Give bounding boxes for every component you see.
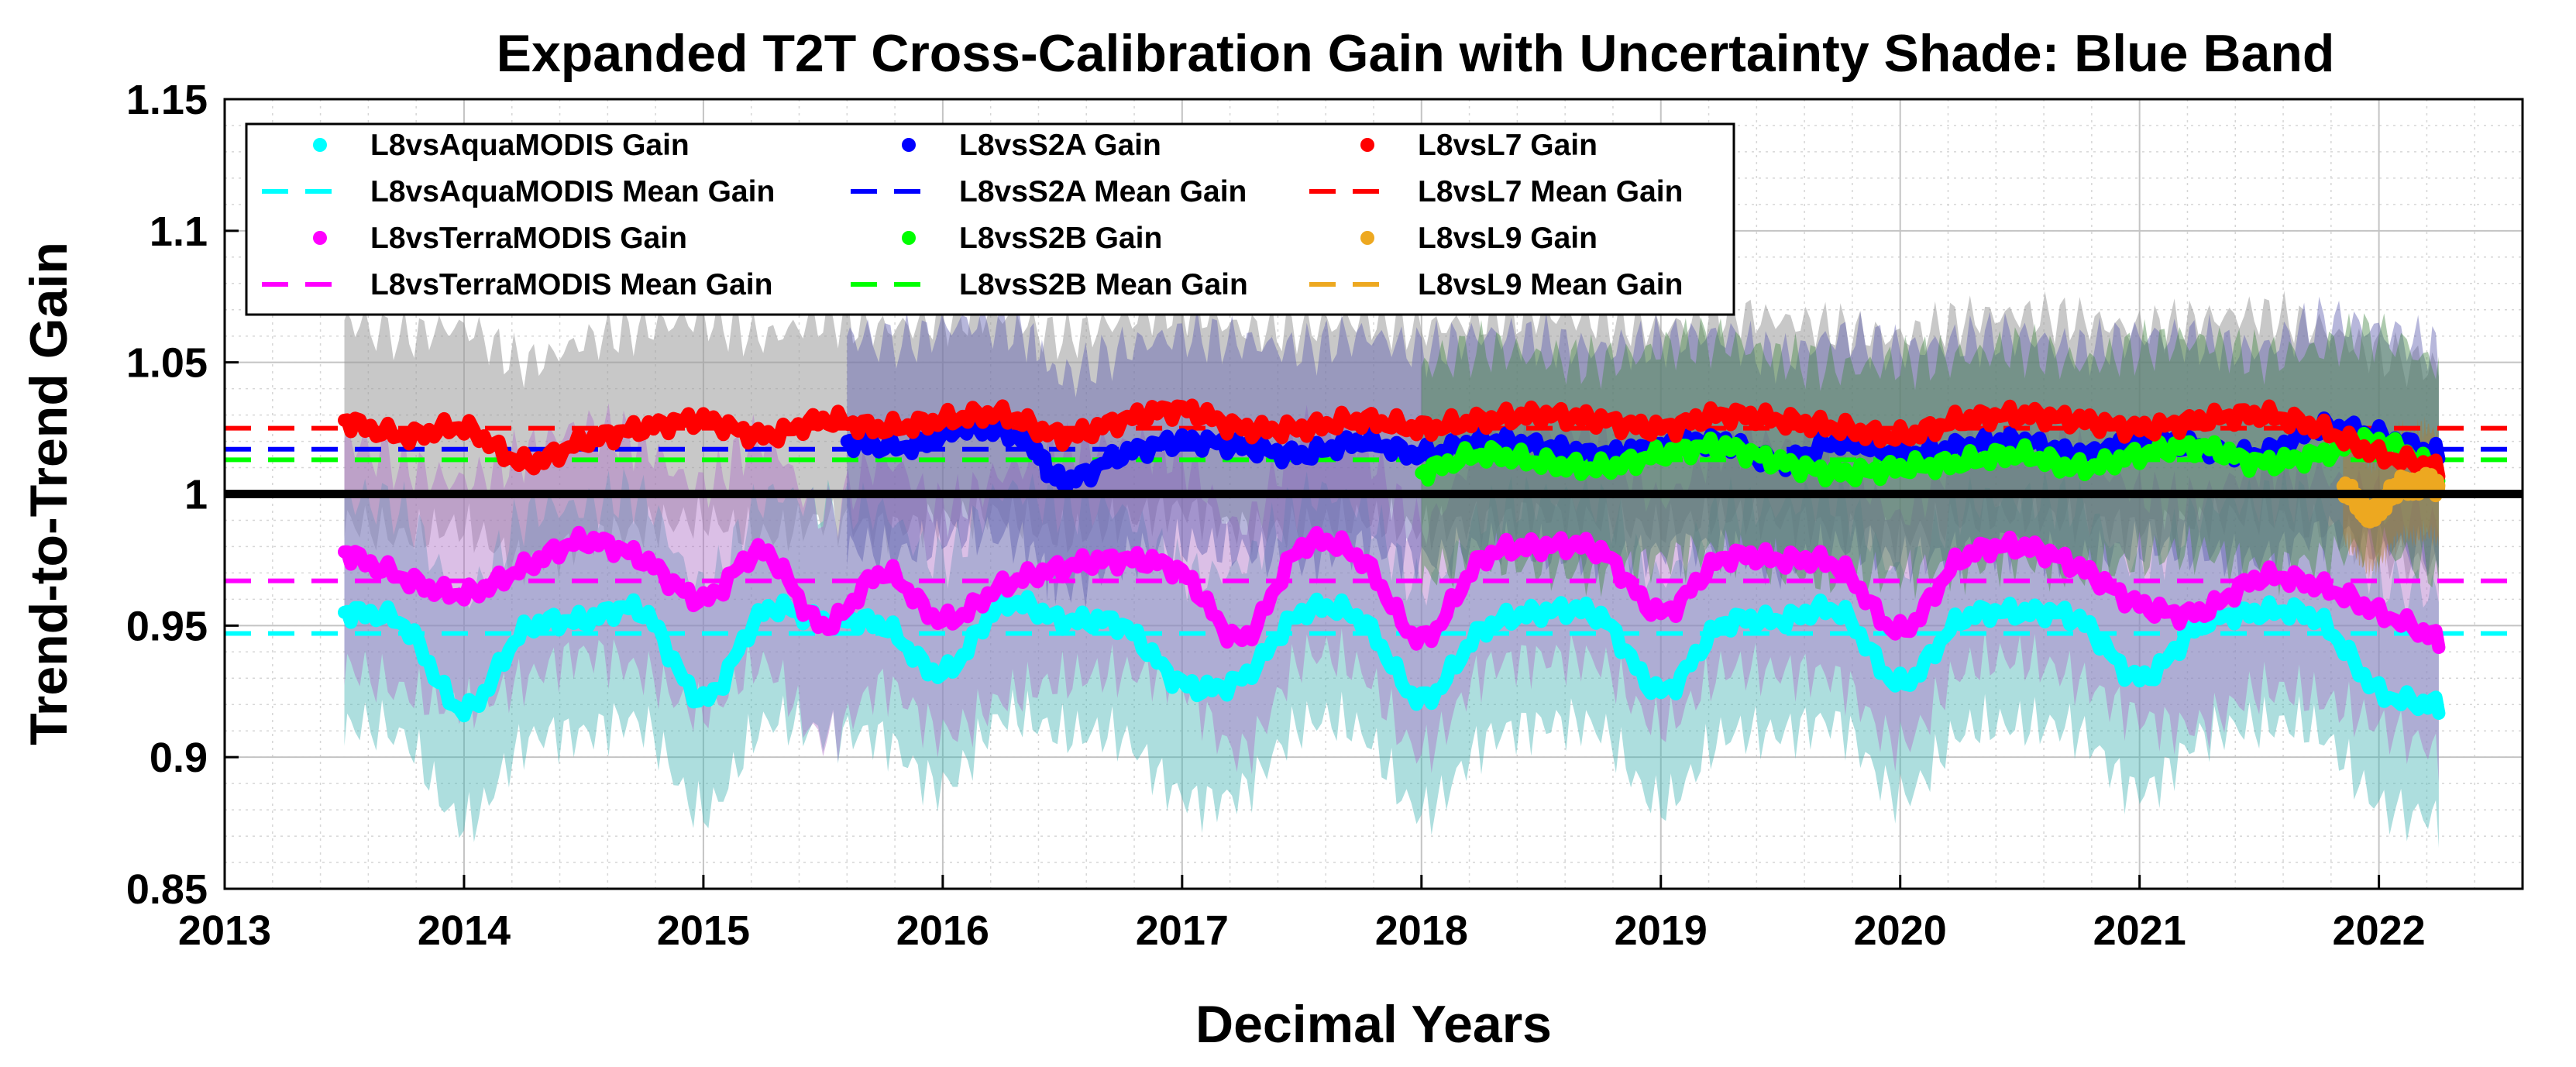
y-tick-label: 1.05 (126, 340, 208, 387)
gain-line-l8vss2b (1415, 426, 2446, 487)
gain-line-l8vsaquamodis (338, 589, 2446, 723)
legend-label-mean: L8vsAquaMODIS Mean Gain (370, 175, 775, 208)
legend-marker-l8vss2a (902, 138, 916, 152)
legend-label-gain: L8vsTerraMODIS Gain (370, 222, 687, 255)
x-tick-label: 2015 (657, 907, 750, 954)
legend-label-gain: L8vsS2B Gain (959, 222, 1162, 255)
legend-marker-l8vsl9 (1360, 231, 1374, 245)
x-tick-label: 2019 (1615, 907, 1708, 954)
x-tick-label: 2013 (178, 907, 271, 954)
gain-line-l8vsterramodis (338, 525, 2446, 654)
y-axis-label: Trend-to-Trend Gain (19, 242, 78, 745)
legend-label-gain: L8vsS2A Gain (959, 129, 1161, 162)
y-tick-label: 1 (184, 472, 208, 518)
chart-title: Expanded T2T Cross-Calibration Gain with… (497, 24, 2335, 83)
legend-label-gain: L8vsAquaMODIS Gain (370, 129, 690, 162)
gain-lines (338, 398, 2446, 723)
legend-label-gain: L8vsL9 Gain (1418, 222, 1598, 255)
legend-label-mean: L8vsS2A Mean Gain (959, 175, 1247, 208)
legend-marker-l8vsterramodis (313, 231, 327, 245)
legend-label-gain: L8vsL7 Gain (1418, 129, 1598, 162)
y-tick-label: 1.1 (150, 208, 208, 255)
legend: L8vsAquaMODIS Gain L8vsAquaMODIS Mean Gai… (245, 122, 1735, 316)
x-tick-label: 2014 (418, 907, 511, 954)
legend-label-mean: L8vsL9 Mean Gain (1418, 268, 1683, 301)
legend-marker-l8vsl7 (1360, 138, 1374, 152)
axis-ticks: 2013 2014 2015 2016 2017 2018 2019 2020 2021 2022… (126, 77, 2426, 954)
y-tick-label: 0.95 (126, 603, 208, 649)
y-tick-label: 1.15 (126, 77, 208, 123)
legend-label-mean: L8vsL7 Mean Gain (1418, 175, 1683, 208)
x-tick-label: 2021 (2093, 907, 2186, 954)
legend-box (245, 122, 1735, 316)
x-tick-label: 2022 (2333, 907, 2426, 954)
legend-label-mean: L8vsTerraMODIS Mean Gain (370, 268, 772, 301)
x-axis-label: Decimal Years (1195, 995, 1552, 1054)
gain-line-l8vsl7 (338, 398, 2446, 484)
x-tick-label: 2017 (1136, 907, 1229, 954)
x-tick-label: 2020 (1854, 907, 1947, 954)
y-tick-label: 0.9 (150, 735, 208, 781)
legend-marker-l8vss2b (902, 231, 916, 245)
legend-label-mean: L8vsS2B Mean Gain (959, 268, 1248, 301)
x-tick-label: 2016 (896, 907, 989, 954)
x-tick-label: 2018 (1375, 907, 1468, 954)
legend-marker-l8vsaquamodis (313, 138, 327, 152)
y-tick-label: 0.85 (126, 866, 208, 913)
